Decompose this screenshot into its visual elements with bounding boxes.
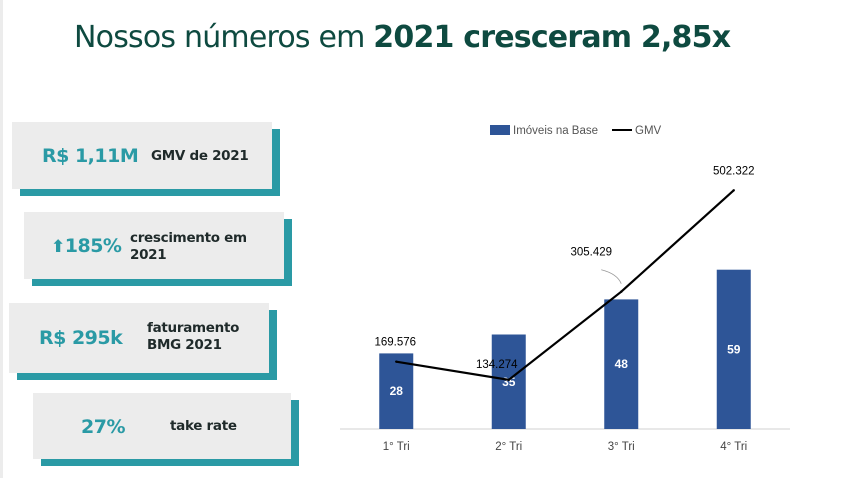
kpi-label-growth: crescimento em 2021: [130, 230, 247, 264]
legend-line-label: GMV: [635, 125, 662, 137]
kpi-label-gmv: GMV de 2021: [151, 148, 249, 164]
legend-bar-label: Imóveis na Base: [513, 125, 598, 137]
bar-2: [491, 334, 526, 429]
left-border: [0, 0, 3, 478]
title-bold: 2021 cresceram 2,85x: [373, 20, 731, 55]
page-title: Nossos números em 2021 cresceram 2,85x: [74, 20, 731, 55]
gmv-point-2: [507, 378, 510, 382]
kpi-card-growth: ⬆185% crescimento em 2021: [24, 212, 284, 279]
bar-3: [604, 299, 639, 429]
gmv-point-1: [395, 360, 398, 363]
kpi-value-growth-number: 185%: [64, 235, 122, 257]
gmv-line: [396, 189, 735, 382]
kpi-value-gmv: R$ 1,11M: [42, 145, 139, 167]
kpi-label-revenue-line1: faturamento: [147, 320, 240, 336]
kpi-label-revenue: faturamento BMG 2021: [147, 320, 239, 354]
kpi-card-take-rate: 27% take rate: [33, 393, 291, 459]
bar-value-label-4: 59: [727, 342, 741, 356]
gmv-value-label-4: 502.322: [713, 165, 755, 177]
bar-4: [716, 269, 751, 429]
kpi-label-growth-line2: 2021: [130, 247, 167, 263]
kpi-value-take-rate: 27%: [81, 416, 125, 438]
kpi-value-revenue: R$ 295k: [39, 327, 123, 349]
x-tick-label-2: 2° Tri: [495, 441, 522, 453]
kpi-label-revenue-line2: BMG 2021: [147, 337, 222, 353]
kpi-card-revenue: R$ 295k faturamento BMG 2021: [9, 303, 269, 373]
kpi-label-growth-line1: crescimento em: [130, 230, 247, 246]
legend-bar-swatch: [490, 125, 510, 135]
title-regular: Nossos números em: [74, 20, 374, 55]
x-tick-label-4: 4° Tri: [720, 441, 747, 453]
x-tick-label-1: 1° Tri: [383, 441, 410, 453]
kpi-value-growth: ⬆185%: [51, 235, 122, 257]
bar-1: [379, 353, 414, 429]
gmv-label-leader-3: [601, 269, 622, 284]
gmv-value-label-2: 134.274: [476, 359, 518, 371]
gmv-point-3: [620, 290, 623, 293]
bar-value-label-1: 28: [390, 384, 404, 398]
up-arrow-icon: ⬆: [51, 237, 65, 257]
bar-value-label-3: 48: [615, 357, 629, 371]
gmv-point-4: [732, 189, 735, 192]
gmv-value-label-3: 305.429: [570, 247, 612, 259]
kpi-card-gmv: R$ 1,11M GMV de 2021: [12, 122, 272, 189]
chart-legend: Imóveis na Base GMV: [490, 125, 662, 137]
x-tick-label-3: 3° Tri: [608, 441, 635, 453]
gmv-value-label-1: 169.576: [374, 337, 416, 349]
kpi-label-take-rate: take rate: [170, 418, 237, 434]
